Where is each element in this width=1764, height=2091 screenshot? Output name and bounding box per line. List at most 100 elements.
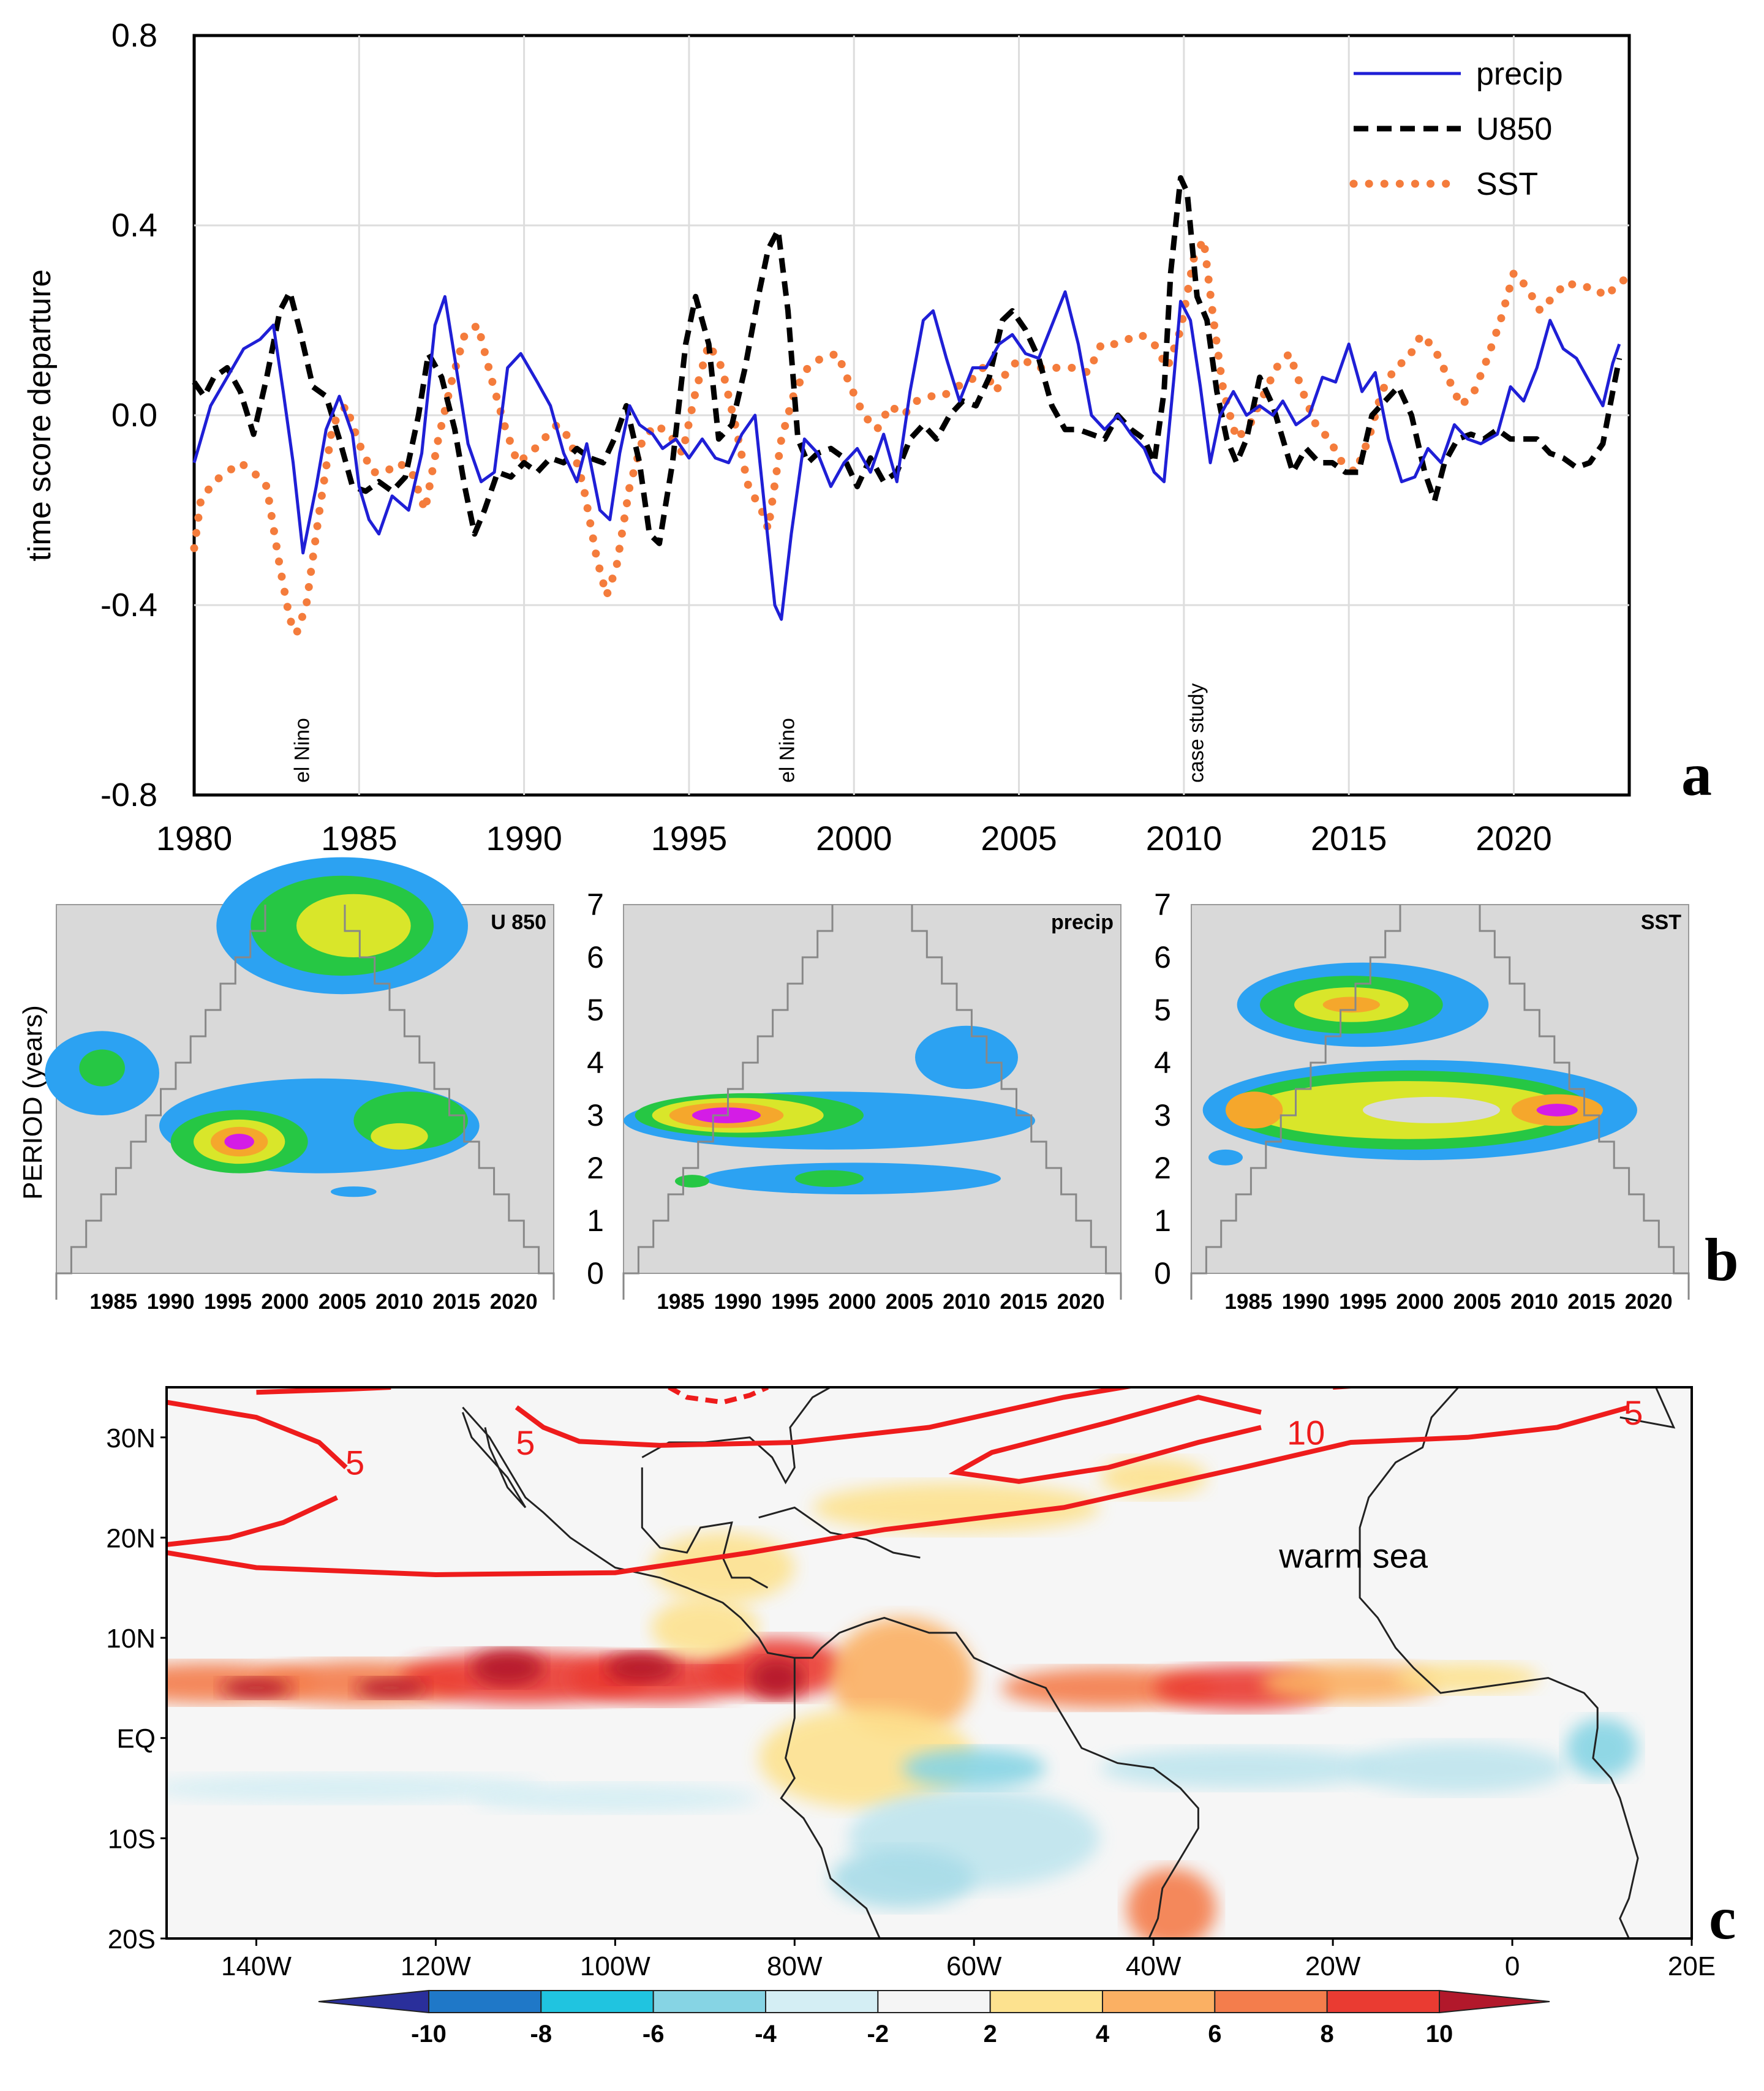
x-tick-label: 2000 bbox=[816, 819, 892, 857]
map-x-tick-label: 40W bbox=[1126, 1951, 1182, 1981]
period-tick: 6 bbox=[587, 940, 604, 974]
power-contour bbox=[795, 1170, 864, 1187]
wavelet-x-tick: 2005 bbox=[1453, 1290, 1501, 1314]
wavelet-x-tick: 2020 bbox=[1057, 1290, 1105, 1314]
power-contour bbox=[296, 894, 411, 957]
sst-contour-labels: 5 5 10 5 bbox=[345, 1393, 1643, 1482]
wavelet-x-tick: 2020 bbox=[1625, 1290, 1673, 1314]
period-tick: 4 bbox=[587, 1046, 604, 1080]
cone-of-influence bbox=[911, 905, 1122, 1300]
sst-contour-5-north bbox=[514, 1387, 1139, 1448]
contour-label: 5 bbox=[345, 1444, 364, 1482]
panel-a-y-tick-labels: 0.8 0.4 0.0 -0.4 -0.8 bbox=[100, 17, 157, 813]
colorbar-tick-label: -6 bbox=[643, 2021, 665, 2048]
x-tick-label: 1985 bbox=[321, 819, 398, 857]
panel-a-x-tick-labels: 1980 1985 1990 1995 2000 2005 2010 2015 2020 bbox=[156, 819, 1552, 857]
panel-a-series bbox=[190, 175, 1634, 638]
series-u850-line bbox=[192, 175, 1623, 546]
anomaly-patch bbox=[220, 1678, 293, 1698]
map-y-tick-label: 10N bbox=[106, 1624, 156, 1654]
anomaly-patch bbox=[902, 1748, 1046, 1788]
wavelet-x-tick: 2000 bbox=[828, 1290, 876, 1314]
legend-label-sst: SST bbox=[1476, 167, 1538, 202]
power-contour bbox=[1536, 1104, 1578, 1117]
wavelet-x-tick: 2015 bbox=[1000, 1290, 1047, 1314]
wavelet-x-tick: 2015 bbox=[432, 1290, 480, 1314]
colorbar-tick-label: -2 bbox=[867, 2021, 889, 2048]
map-y-tick-label: 20N bbox=[106, 1523, 156, 1553]
coast-gulf-of-mexico bbox=[641, 1467, 769, 1589]
colorbar-bin bbox=[1326, 1990, 1441, 2013]
colorbar-min-arrow bbox=[318, 1989, 429, 2014]
colorbar-bin bbox=[1102, 1990, 1216, 2013]
sst-contour-5-west bbox=[167, 1400, 348, 1469]
legend-label-precip: precip bbox=[1476, 56, 1563, 92]
map-x-tick-label: 140W bbox=[221, 1951, 292, 1981]
map-x-tick-label: 0 bbox=[1505, 1951, 1520, 1981]
colorbar-bin bbox=[989, 1990, 1103, 2013]
panel-a-y-axis-label: time score departure bbox=[22, 269, 58, 562]
colorbar-bin bbox=[877, 1990, 991, 2013]
x-tick-label: 2015 bbox=[1311, 819, 1387, 857]
x-tick-label: 2005 bbox=[981, 819, 1057, 857]
colorbar-tick-label: 8 bbox=[1321, 2021, 1334, 2048]
sst-contour-10 bbox=[948, 1395, 1262, 1484]
colorbar-max-arrow bbox=[1439, 1989, 1550, 2014]
wavelet-x-tick: 2005 bbox=[318, 1290, 366, 1314]
panel-c-letter: c bbox=[1709, 1884, 1736, 1952]
y-tick-label: -0.8 bbox=[100, 777, 157, 813]
wavelet-label: U 850 bbox=[491, 911, 546, 934]
contour-label: 5 bbox=[516, 1423, 535, 1462]
wavelet-background bbox=[623, 904, 1121, 1274]
panel-a-legend: precip U850 SST bbox=[1349, 56, 1563, 202]
event-annotation: el Nino bbox=[776, 718, 799, 783]
period-tick: 2 bbox=[587, 1151, 604, 1185]
panel-a-line-chart: 0.8 0.4 0.0 -0.4 -0.8 1980 1985 1990 1995 2000 20… bbox=[22, 17, 1712, 857]
anomaly-patch bbox=[1001, 1668, 1216, 1708]
power-contour bbox=[224, 1134, 254, 1150]
period-axis: 0 1 2 3 4 5 6 7 bbox=[1154, 887, 1171, 1290]
map-x-tick-label: 120W bbox=[401, 1951, 471, 1981]
panel-a-letter: a bbox=[1681, 740, 1712, 808]
coast-africa bbox=[1359, 1387, 1639, 1938]
power-contour bbox=[1208, 1149, 1243, 1166]
event-annotation: el Nino bbox=[291, 718, 314, 783]
wavelet-precip: precip 1985 1990 1995 2000 2005 2010 2015 2020 bbox=[622, 904, 1122, 1314]
period-tick: 0 bbox=[587, 1256, 604, 1290]
anomaly-patch bbox=[1099, 1748, 1387, 1788]
power-contour bbox=[1363, 1096, 1500, 1123]
period-tick: 0 bbox=[1154, 1256, 1171, 1290]
event-annotation: case study bbox=[1185, 683, 1208, 783]
period-axis: 0 1 2 3 4 5 6 7 bbox=[587, 887, 604, 1290]
wavelet-label: SST bbox=[1641, 911, 1681, 934]
series-precip-line bbox=[192, 290, 1621, 621]
colorbar-bin bbox=[428, 1990, 542, 2013]
anomaly-patch bbox=[167, 1774, 544, 1803]
anomaly-patch bbox=[472, 1784, 759, 1812]
power-contour bbox=[915, 1025, 1018, 1089]
period-tick: 7 bbox=[587, 887, 604, 922]
period-tick: 1 bbox=[1154, 1204, 1171, 1238]
colorbar-bin bbox=[540, 1990, 654, 2013]
wavelet-sst: SST 1985 1990 1995 2000 2005 2010 2015 2020 bbox=[1190, 904, 1690, 1314]
colorbar-bin bbox=[652, 1990, 766, 2013]
anomaly-patch bbox=[758, 1708, 974, 1809]
cone-of-influence bbox=[1479, 905, 1690, 1300]
panel-b-y-axis-label: PERIOD (years) bbox=[18, 1005, 48, 1200]
wavelet-x-tick: 1985 bbox=[1224, 1290, 1272, 1314]
warm-sea-annotation: warm sea bbox=[1278, 1537, 1428, 1575]
anomaly-patch bbox=[1099, 1457, 1208, 1498]
anomaly-patch bbox=[650, 1532, 795, 1603]
sst-contour-5-west-lower bbox=[167, 1495, 338, 1547]
map-y-tick-label: EQ bbox=[116, 1724, 156, 1754]
wavelet-label: precip bbox=[1051, 911, 1114, 934]
colorbar-tick-label: 10 bbox=[1426, 2021, 1453, 2048]
panel-a-grid bbox=[194, 36, 1629, 795]
map-x-tick-label: 20W bbox=[1305, 1951, 1361, 1981]
anomaly-patch bbox=[830, 1618, 974, 1738]
x-tick-label: 1995 bbox=[651, 819, 728, 857]
cone-of-influence bbox=[55, 905, 266, 1300]
coast-mediterranean bbox=[1619, 1387, 1676, 1429]
